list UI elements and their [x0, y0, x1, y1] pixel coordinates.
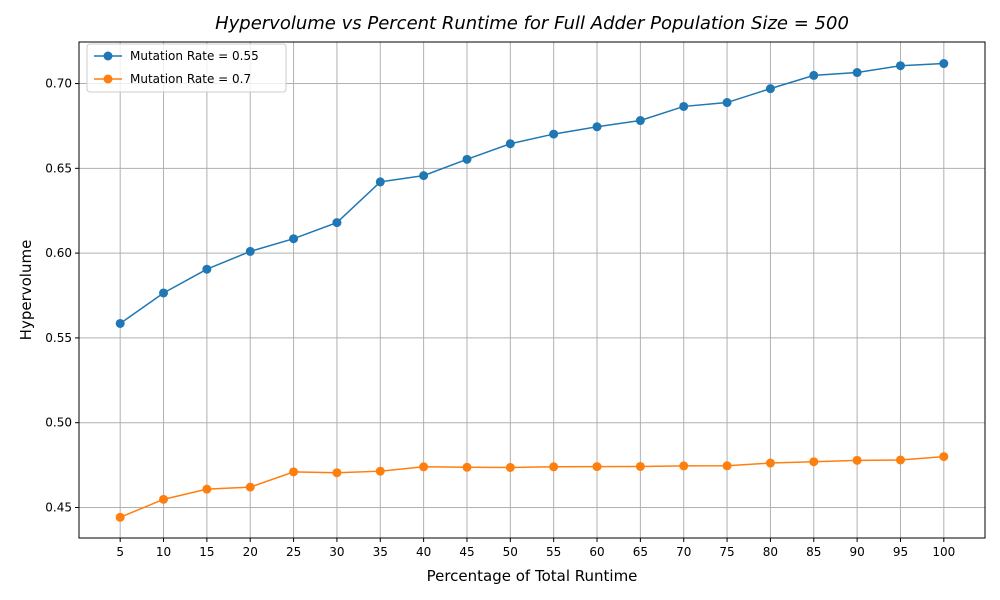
y-axis-label: Hypervolume: [17, 240, 35, 341]
x-tick-label: 30: [329, 545, 344, 559]
x-axis-ticks: 5 10 15 20 25 30 35 40 45 50 55 60 65 70 75 80 85 90 95 100: [116, 538, 955, 559]
series-1-point: [852, 68, 862, 78]
series-1-point: [592, 122, 602, 132]
y-axis-ticks: 0.45 0.50 0.55 0.60 0.65 0.70: [45, 77, 79, 514]
x-tick-label: 45: [459, 545, 474, 559]
series-2-point: [635, 461, 645, 471]
series-layer: [115, 59, 949, 522]
series-1-point: [809, 70, 819, 80]
y-tick-label: 0.45: [45, 500, 72, 514]
series-2-point: [419, 462, 429, 472]
y-tick-label: 0.50: [45, 416, 72, 430]
x-tick-label: 85: [806, 545, 821, 559]
x-tick-label: 50: [503, 545, 518, 559]
x-tick-label: 25: [286, 545, 301, 559]
x-tick-label: 40: [416, 545, 431, 559]
series-2-point: [289, 467, 299, 477]
series-1-point: [245, 246, 255, 256]
x-tick-label: 75: [719, 545, 734, 559]
series-2-point: [505, 462, 515, 472]
x-tick-label: 80: [763, 545, 778, 559]
legend-label-series-1: Mutation Rate = 0.55: [130, 49, 259, 63]
series-2-point: [245, 482, 255, 492]
series-2-point: [722, 461, 732, 471]
series-1: [115, 59, 949, 328]
series-1-point: [765, 84, 775, 94]
x-tick-label: 15: [199, 545, 214, 559]
series-1-line: [119, 62, 944, 325]
series-1-point: [939, 59, 949, 69]
x-grid-lines: [119, 42, 945, 538]
x-tick-label: 5: [116, 545, 124, 559]
series-2-point: [375, 466, 385, 476]
x-axis-label: Percentage of Total Runtime: [427, 567, 638, 585]
series-1-point: [289, 234, 299, 244]
series-1-point: [332, 218, 342, 228]
series-2: [115, 452, 949, 522]
series-2-point: [115, 512, 125, 522]
series-1-point: [159, 288, 169, 298]
series-2-point: [549, 462, 559, 472]
series-2-point: [765, 458, 775, 468]
series-1-point: [722, 98, 732, 108]
x-tick-label: 20: [243, 545, 258, 559]
series-2-point: [679, 461, 689, 471]
legend-label-series-2: Mutation Rate = 0.7: [130, 72, 251, 86]
y-tick-label: 0.55: [45, 331, 72, 345]
x-tick-label: 70: [676, 545, 691, 559]
x-tick-label: 100: [932, 545, 955, 559]
series-2-point: [939, 452, 949, 462]
x-tick-label: 10: [156, 545, 171, 559]
series-1-point: [115, 318, 125, 328]
series-2-point: [462, 462, 472, 472]
series-2-point: [895, 455, 905, 465]
series-2-point: [852, 455, 862, 465]
x-tick-label: 95: [893, 545, 908, 559]
y-tick-label: 0.60: [45, 246, 72, 260]
series-1-point: [375, 177, 385, 187]
legend-box: [86, 43, 287, 93]
series-2-line: [119, 455, 944, 519]
series-1-point: [202, 264, 212, 274]
series-2-point: [202, 484, 212, 494]
series-2-point: [332, 468, 342, 478]
y-tick-label: 0.70: [45, 77, 72, 91]
chart-title: Hypervolume vs Percent Runtime for Full …: [215, 13, 849, 34]
series-1-point: [505, 139, 515, 149]
x-tick-label: 60: [589, 545, 604, 559]
series-2-point: [159, 494, 169, 504]
y-grid-lines: [79, 83, 985, 508]
series-1-point: [549, 129, 559, 139]
x-tick-label: 35: [373, 545, 388, 559]
series-2-point: [809, 457, 819, 467]
series-1-point: [635, 116, 645, 126]
series-1-point: [679, 101, 689, 111]
plot-frame: [78, 41, 986, 539]
x-tick-label: 90: [849, 545, 864, 559]
series-1-point: [895, 61, 905, 71]
series-1-point: [419, 171, 429, 181]
legend-marker-series-1: [103, 51, 113, 61]
legend-marker-series-2: [103, 74, 113, 84]
series-1-point: [462, 154, 472, 164]
series-2-point: [592, 462, 602, 472]
legend: Mutation Rate = 0.55 Mutation Rate = 0.7: [86, 43, 287, 93]
y-tick-label: 0.65: [45, 161, 72, 175]
x-tick-label: 65: [633, 545, 648, 559]
x-tick-label: 55: [546, 545, 561, 559]
